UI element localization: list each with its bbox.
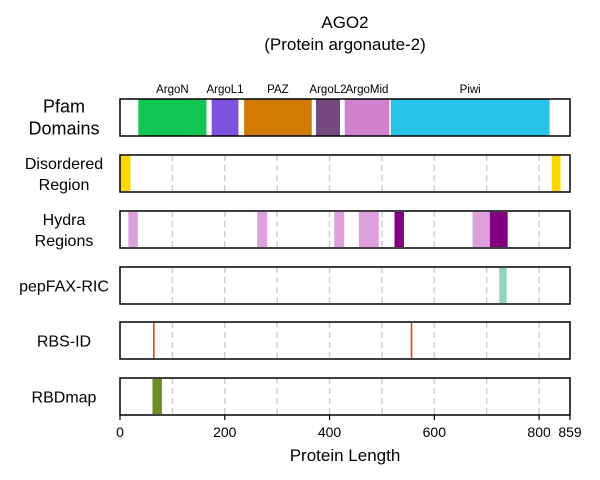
x-axis-title: Protein Length [290, 446, 401, 465]
chart-title: AGO2 [321, 13, 368, 32]
track-rbs-id: RBS-ID [37, 321, 571, 360]
track-label: Domains [28, 119, 99, 139]
track-frame [119, 98, 571, 137]
track-label: Region [39, 177, 90, 194]
segment [499, 268, 507, 303]
domain-label: ArgoMid [346, 84, 389, 96]
chart-subtitle: (Protein argonaute-2) [264, 35, 426, 54]
track-frame [119, 266, 571, 305]
track-pepfax-ric: pepFAX-RIC [19, 266, 571, 305]
x-tick-label: 0 [116, 424, 124, 440]
segment [410, 323, 413, 358]
segment [152, 379, 162, 414]
segment [394, 212, 404, 247]
segment [489, 212, 508, 247]
track-label: Disordered [25, 156, 103, 173]
track-rbdmap: RBDmap [32, 377, 571, 416]
track-label: Pfam [43, 97, 85, 117]
x-tick-label: 859 [558, 424, 582, 440]
segment [128, 212, 138, 247]
x-tick-label: 800 [527, 424, 551, 440]
track-frame [119, 210, 571, 249]
segment [153, 323, 155, 358]
track-label: RBDmap [32, 390, 97, 407]
domain-label: ArgoN [156, 84, 189, 96]
x-tick-label: 200 [213, 424, 237, 440]
segment-argon [138, 99, 207, 136]
segment-argol2 [315, 99, 341, 136]
x-tick-label: 400 [318, 424, 342, 440]
segment [257, 212, 268, 247]
track-label: pepFAX-RIC [19, 279, 109, 296]
track-disordered-region: Disordered Region [25, 154, 571, 194]
segment [120, 156, 131, 191]
domain-label: Piwi [460, 84, 481, 96]
segment [472, 212, 490, 247]
track-frame [119, 377, 571, 416]
track-label: Regions [35, 233, 94, 250]
domain-label: ArgoL1 [206, 84, 243, 96]
domain-label: PAZ [267, 84, 289, 96]
segment-argol1 [211, 99, 239, 136]
x-tick-label: 600 [423, 424, 447, 440]
segment-argomid [344, 99, 390, 136]
segment-paz [244, 99, 312, 136]
track-frame [119, 154, 571, 193]
segment [334, 212, 345, 247]
track-label: RBS-ID [37, 334, 91, 351]
x-axis: 0 200 400 600 800 859 [116, 415, 582, 440]
track-frame [119, 321, 571, 360]
segment-piwi [390, 99, 550, 136]
domain-label: ArgoL2 [309, 84, 346, 96]
track-hydra-regions: Hydra Regions [35, 210, 571, 250]
segment [551, 156, 561, 191]
track-label: Hydra [43, 212, 86, 229]
segment [358, 212, 379, 247]
